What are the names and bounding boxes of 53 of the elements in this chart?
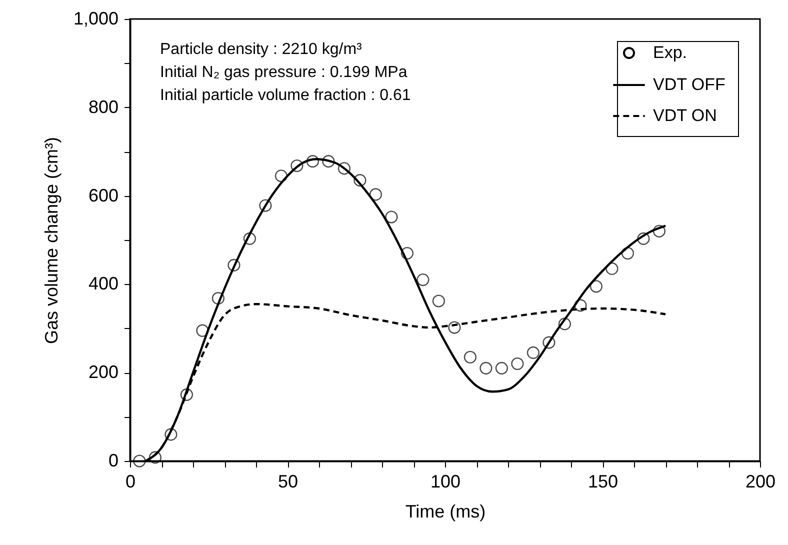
point bbox=[637, 232, 650, 245]
point bbox=[164, 428, 178, 441]
point bbox=[448, 321, 461, 334]
point bbox=[464, 350, 476, 364]
point bbox=[385, 210, 398, 224]
point bbox=[621, 246, 634, 260]
point bbox=[148, 451, 162, 464]
legend-label: VDT OFF bbox=[653, 75, 726, 94]
x-tick-label: 200 bbox=[745, 472, 776, 492]
x-tick-label: 150 bbox=[588, 472, 618, 492]
point bbox=[259, 199, 272, 212]
y-tick-label: 800 bbox=[88, 96, 118, 117]
point bbox=[526, 346, 540, 359]
annotation: Initial N₂ gas pressure : 0.199 MPa bbox=[160, 64, 408, 81]
point bbox=[400, 246, 414, 260]
point bbox=[338, 162, 350, 175]
y-tick-label: 0 bbox=[108, 450, 118, 470]
y-tick-label: 200 bbox=[88, 362, 118, 382]
y-tick-label: 400 bbox=[88, 274, 118, 294]
point bbox=[511, 357, 524, 370]
legend-label: VDT ON bbox=[653, 106, 717, 125]
y-tick-label: 1,000 bbox=[73, 8, 118, 28]
point bbox=[290, 159, 304, 172]
x-tick-label: 100 bbox=[430, 472, 461, 492]
point bbox=[574, 299, 587, 312]
point bbox=[133, 454, 146, 468]
x-axis-title: Time (ms) bbox=[405, 502, 486, 522]
point bbox=[306, 155, 319, 168]
x-tick-label: 50 bbox=[278, 472, 298, 492]
annotation: Particle density : 2210 kg/m³ bbox=[160, 41, 363, 58]
point bbox=[558, 318, 571, 330]
y-axis-title: Gas volume change (cm³) bbox=[41, 136, 62, 344]
point bbox=[542, 336, 556, 349]
point bbox=[322, 155, 335, 168]
point bbox=[369, 188, 382, 201]
point bbox=[495, 362, 508, 374]
point bbox=[196, 324, 209, 337]
annotation: Initial particle volume fraction : 0.61 bbox=[160, 87, 411, 104]
point bbox=[432, 294, 445, 308]
point bbox=[180, 388, 193, 401]
point bbox=[243, 232, 256, 245]
point bbox=[480, 362, 492, 374]
point bbox=[228, 258, 240, 272]
point bbox=[590, 280, 602, 293]
point bbox=[354, 174, 366, 187]
point bbox=[212, 292, 224, 305]
point bbox=[606, 262, 618, 276]
legend-label: Exp. bbox=[653, 43, 688, 62]
point bbox=[652, 224, 666, 238]
point bbox=[274, 170, 288, 182]
y-tick-label: 600 bbox=[88, 185, 118, 206]
point bbox=[416, 273, 430, 286]
x-tick-label: 0 bbox=[125, 472, 136, 492]
